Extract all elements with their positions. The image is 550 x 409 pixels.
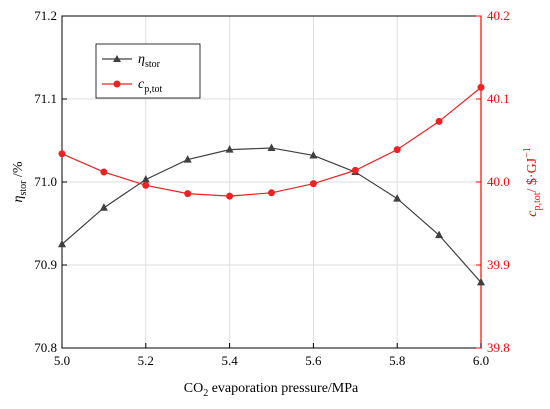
- series-line-eta-stor: [61, 147, 482, 283]
- data-point-eta-stor: [309, 150, 318, 159]
- x-tick-label: 5.0: [54, 353, 70, 368]
- series-line-cp-tot: [61, 86, 482, 197]
- x-tick-label: 5.4: [221, 353, 238, 368]
- left-y-tick-label: 71.2: [34, 8, 57, 23]
- data-point-eta-stor: [393, 194, 402, 202]
- x-tick-label: 5.2: [138, 353, 154, 368]
- data-point-eta-stor: [267, 143, 276, 151]
- x-tick-label: 5.6: [305, 353, 322, 368]
- data-point-cp-tot: [351, 166, 359, 174]
- data-point-eta-stor: [58, 239, 66, 248]
- ticks: 5.0 5.2 5.4 5.6 5.8 6.0 70.8 70.9 71.0 71.1 71.2 39…: [34, 8, 510, 368]
- grid-lines: [62, 16, 481, 348]
- data-point-cp-tot: [268, 189, 275, 197]
- x-tick-label: 6.0: [473, 353, 489, 368]
- x-tick-label: 5.8: [389, 353, 405, 368]
- data-point-cp-tot: [100, 168, 108, 176]
- left-y-tick-label: 70.8: [34, 340, 57, 355]
- data-point-eta-stor: [183, 155, 192, 163]
- legend-box: [95, 43, 201, 99]
- data-point-cp-tot: [309, 180, 317, 188]
- left-y-tick-label: 70.9: [34, 257, 57, 272]
- data-point-cp-tot: [435, 117, 443, 125]
- legend-marker-eta: [113, 55, 121, 62]
- right-y-tick-label: 40.1: [487, 91, 510, 106]
- data-point-eta-stor: [141, 175, 150, 183]
- right-y-tick-label: 40.2: [487, 8, 510, 23]
- data-point-eta-stor: [477, 277, 485, 286]
- left-axis-label: ηstor /%: [11, 161, 29, 202]
- right-y-tick-label: 39.8: [487, 340, 510, 355]
- data-point-cp-tot: [477, 83, 485, 91]
- data-point-cp-tot: [184, 190, 192, 198]
- data-point-cp-tot: [226, 192, 234, 200]
- left-y-tick-label: 71.0: [34, 174, 57, 189]
- data-point-cp-tot: [393, 146, 401, 154]
- left-y-tick-label: 71.1: [34, 91, 57, 106]
- data-point-eta-stor: [225, 145, 234, 153]
- data-point-eta-stor: [99, 203, 108, 211]
- series: [58, 83, 485, 286]
- data-point-cp-tot: [58, 150, 66, 158]
- x-axis-label: CO2 evaporation pressure/MPa: [184, 381, 359, 399]
- right-y-tick-label: 40.0: [487, 174, 510, 189]
- data-point-eta-stor: [435, 230, 444, 239]
- right-y-tick-label: 39.9: [487, 257, 510, 272]
- legend: ηstor cp,tot: [95, 43, 201, 99]
- data-point-cp-tot: [142, 181, 150, 189]
- legend-marker-cp: [113, 80, 121, 88]
- right-axis-label: cp,tot/ $·GJ−1: [522, 147, 543, 217]
